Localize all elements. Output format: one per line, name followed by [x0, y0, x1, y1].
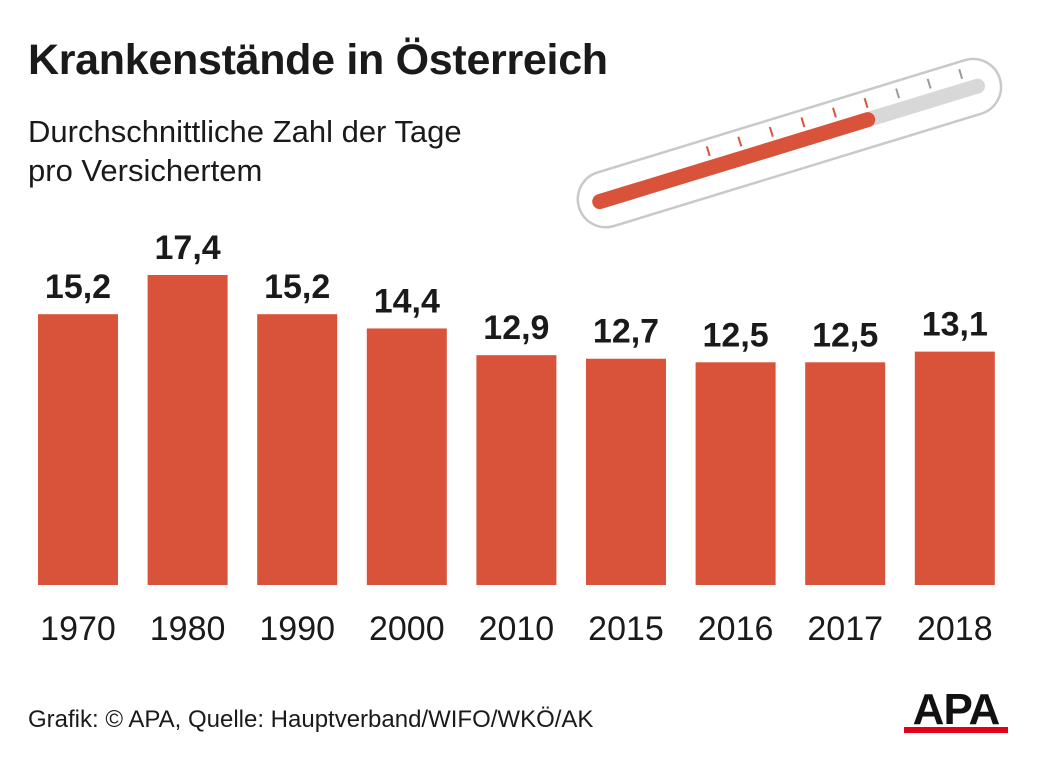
bar-1990 — [257, 314, 338, 585]
bar-2018 — [914, 351, 995, 585]
thermometer-icon — [576, 57, 1003, 229]
bar-chart: 15,2 17,4 15,2 14,4 12,9 12,7 12,5 12,5 13,1 197… — [38, 229, 995, 648]
x-tick-label: 2018 — [917, 610, 993, 648]
x-tick-label: 2000 — [369, 610, 445, 648]
bar-value-label: 15,2 — [264, 268, 330, 306]
x-tick-label: 2016 — [698, 610, 774, 648]
subtitle-line-1: Durchschnittliche Zahl der Tage — [28, 114, 462, 149]
x-tick-label: 2015 — [588, 610, 664, 648]
bar-value-label: 12,5 — [812, 316, 878, 354]
bar-1980 — [147, 275, 228, 585]
subtitle-line-2: pro Versichertem — [28, 153, 263, 188]
bar-2000 — [366, 328, 447, 585]
bar-value-label: 15,2 — [45, 268, 111, 306]
chart-title: Krankenstände in Österreich — [28, 36, 608, 84]
bar-value-label: 13,1 — [922, 306, 988, 344]
thermometer-tick — [863, 97, 869, 109]
x-tick-label: 1980 — [150, 610, 226, 648]
thermometer-tick — [832, 107, 837, 118]
thermometer-tick — [926, 78, 932, 89]
x-tick-label: 2017 — [807, 610, 883, 648]
thermometer-tick — [768, 126, 774, 137]
source-note: Grafik: © APA, Quelle: Hauptverband/WIFO… — [28, 706, 594, 733]
thermometer-tick — [800, 117, 806, 128]
thermometer-tick — [958, 68, 964, 80]
chart-subtitle: Durchschnittliche Zahl der Tage pro Vers… — [28, 112, 588, 190]
apa-logo-bar — [904, 727, 1008, 733]
thermometer-fill — [592, 112, 876, 210]
apa-logo-text: APA — [913, 685, 1000, 734]
bar-value-label: 12,5 — [703, 316, 769, 354]
bar-2010 — [476, 355, 557, 585]
x-tick-label: 2010 — [479, 610, 555, 648]
bar-value-label: 12,9 — [483, 309, 549, 347]
thermometer-tick — [705, 146, 711, 157]
thermometer-tick — [737, 136, 743, 147]
bar-value-label: 12,7 — [593, 313, 659, 351]
bar-1970 — [38, 314, 118, 585]
bar-2015 — [586, 358, 666, 585]
x-tick-label: 1970 — [40, 610, 116, 648]
apa-logo-icon: APA — [904, 685, 1008, 734]
thermometer-tick — [895, 88, 900, 99]
thermometer-ticks — [705, 68, 964, 157]
bar-value-label: 14,4 — [374, 282, 440, 320]
x-tick-label: 1990 — [259, 610, 335, 648]
bar-2016 — [695, 362, 776, 585]
bar-2017 — [805, 362, 886, 585]
bar-value-label: 17,4 — [155, 229, 221, 267]
